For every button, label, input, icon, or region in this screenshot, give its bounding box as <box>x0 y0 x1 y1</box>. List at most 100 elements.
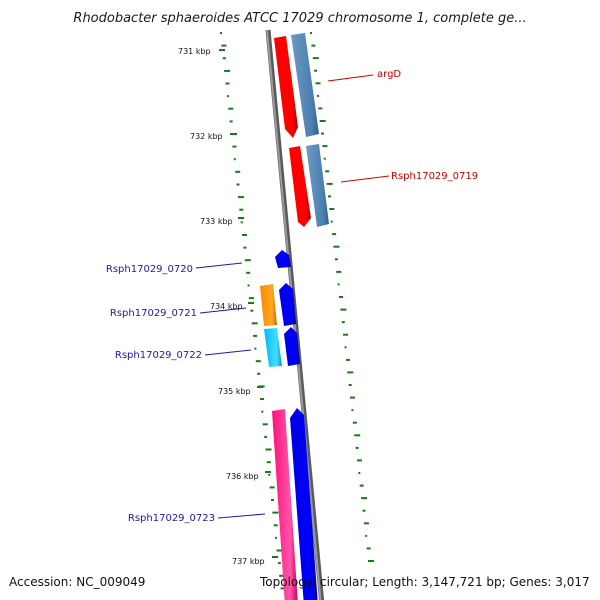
gene-label-rsph0723[interactable]: Rsph17029_0723 <box>128 513 215 524</box>
accession-text: Accession: NC_009049 <box>9 575 146 589</box>
gc-dot <box>328 195 331 198</box>
leader-line <box>199 307 247 314</box>
gene-blue-feature-0723[interactable] <box>290 408 318 600</box>
gc-dot <box>260 398 264 400</box>
gc-dot <box>326 182 333 185</box>
gc-dot <box>244 259 251 262</box>
gc-dot <box>269 486 275 489</box>
leader-line <box>204 349 252 356</box>
gc-dot <box>355 446 359 449</box>
gc-dot <box>330 220 333 223</box>
gc-dot <box>243 246 247 249</box>
gc-dot <box>341 321 345 324</box>
gc-dot <box>262 423 268 426</box>
scale-ticks: 731 kbp 732 kbp 733 kbp 734 kbp 735 kbp … <box>178 47 278 566</box>
gc-dot <box>340 308 347 311</box>
gc-dot <box>255 360 261 363</box>
tick-label: 734 kbp <box>210 302 243 311</box>
gc-dot <box>359 484 364 487</box>
gc-dot <box>248 297 254 300</box>
gc-dot <box>310 32 312 34</box>
gc-dot <box>226 95 229 98</box>
gene-rsph0723-feature[interactable] <box>272 409 298 600</box>
gc-dot <box>352 421 357 424</box>
gene-argD-feature[interactable] <box>274 36 298 138</box>
gene-blue-feature-0722[interactable] <box>284 327 300 366</box>
gc-dot <box>250 309 254 312</box>
gc-dot <box>254 347 257 350</box>
gene-steelblue-feature-2[interactable] <box>306 144 329 227</box>
gene-features <box>260 33 329 600</box>
gc-dot <box>333 245 340 248</box>
gene-label-rsph0720[interactable]: Rsph17029_0720 <box>106 264 193 275</box>
gc-dot <box>251 322 258 325</box>
gc-dot <box>319 120 326 122</box>
gc-dot <box>366 547 371 550</box>
gc-dot <box>229 120 233 123</box>
gene-label-argD[interactable]: argD <box>377 69 401 80</box>
gene-label-rsph0721[interactable]: Rsph17029_0721 <box>110 308 197 319</box>
gc-dot <box>337 283 340 286</box>
leader-line <box>217 513 266 519</box>
tick-label: 731 kbp <box>178 47 211 56</box>
gc-dot <box>239 208 244 211</box>
gc-dot <box>322 145 328 148</box>
gc-dot <box>343 333 349 336</box>
gc-dot <box>311 44 316 47</box>
tick-label: 732 kbp <box>190 132 223 141</box>
gc-dot <box>273 524 278 527</box>
gc-dot <box>222 57 226 60</box>
gc-dot <box>325 170 330 173</box>
gc-dot <box>332 233 337 236</box>
gene-rsph0722-feature[interactable] <box>264 328 282 367</box>
gc-dot <box>266 461 271 464</box>
gc-dot <box>240 221 243 224</box>
gene-label-rsph0719[interactable]: Rsph17029_0719 <box>391 171 478 182</box>
gc-dot <box>347 371 354 374</box>
gc-dot <box>318 107 323 110</box>
gc-dot <box>276 549 282 552</box>
genome-summary-text: Topology: circular; Length: 3,147,721 bp… <box>260 575 590 589</box>
gc-dot <box>362 509 366 512</box>
gc-dot <box>272 511 279 514</box>
gc-dot <box>280 587 285 590</box>
gc-dot <box>312 57 319 60</box>
gc-content-track <box>220 32 374 590</box>
gc-dot <box>264 435 268 438</box>
gc-dot <box>242 234 247 236</box>
leader-line <box>340 175 390 183</box>
gc-dot <box>257 372 261 375</box>
gc-dot <box>350 396 355 399</box>
gc-dot <box>265 448 272 451</box>
gene-rsph0720-feature[interactable] <box>275 250 291 268</box>
gene-rsph0719-feature[interactable] <box>289 146 311 227</box>
gc-dot <box>237 196 244 199</box>
gc-dot <box>279 574 286 577</box>
map-title: Rhodobacter sphaeroides ATCC 17029 chrom… <box>73 11 526 26</box>
gc-dot <box>275 536 278 539</box>
gc-dot <box>323 157 326 160</box>
gc-dot <box>253 334 258 337</box>
gc-dot <box>232 145 237 148</box>
gc-dot <box>228 107 234 110</box>
gc-dot <box>236 183 240 186</box>
tick-label: 733 kbp <box>200 217 233 226</box>
gene-steelblue-feature-1[interactable] <box>291 33 319 137</box>
gene-rsph0721-feature[interactable] <box>260 284 277 326</box>
gene-blue-feature-0721[interactable] <box>279 283 296 326</box>
gc-dot <box>261 410 264 413</box>
gc-dot <box>314 69 318 72</box>
gc-dot <box>221 44 227 47</box>
gc-dot <box>351 409 354 412</box>
gc-dot <box>358 472 361 474</box>
gc-dot <box>344 346 347 349</box>
leader-line <box>195 262 243 269</box>
gc-dot <box>339 296 343 298</box>
tick-label: 737 kbp <box>232 557 265 566</box>
gc-dot <box>321 132 324 135</box>
gc-dot <box>357 459 362 462</box>
gc-dot <box>345 358 350 361</box>
gene-label-rsph0722[interactable]: Rsph17029_0722 <box>115 350 202 361</box>
gc-dot <box>246 271 251 274</box>
gc-dot <box>235 170 241 173</box>
